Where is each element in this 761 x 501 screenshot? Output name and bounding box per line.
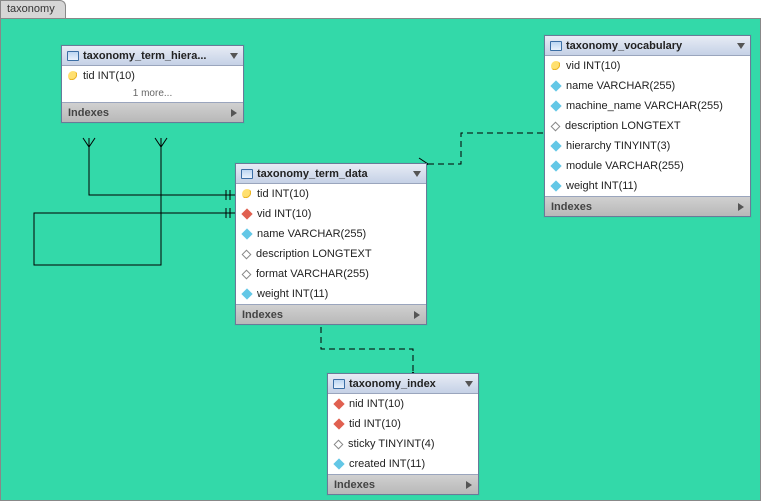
indexes-section[interactable]: Indexes bbox=[236, 304, 426, 324]
column-row[interactable]: name VARCHAR(255) bbox=[236, 224, 426, 244]
column-label: created INT(11) bbox=[349, 458, 425, 470]
index-icon bbox=[241, 208, 252, 219]
column-label: hierarchy TINYINT(3) bbox=[566, 140, 670, 152]
field-icon bbox=[550, 160, 561, 171]
column-row[interactable]: hierarchy TINYINT(3) bbox=[545, 136, 750, 156]
table-icon bbox=[333, 379, 345, 389]
column-row[interactable]: description LONGTEXT bbox=[545, 116, 750, 136]
column-row[interactable]: created INT(11) bbox=[328, 454, 478, 474]
indexes-label: Indexes bbox=[242, 309, 283, 321]
column-row[interactable]: vid INT(10) bbox=[545, 56, 750, 76]
column-label: name VARCHAR(255) bbox=[257, 228, 366, 240]
collapse-icon[interactable] bbox=[230, 53, 238, 59]
column-label: description LONGTEXT bbox=[565, 120, 681, 132]
field-icon bbox=[333, 458, 344, 469]
column-row[interactable]: vid INT(10) bbox=[236, 204, 426, 224]
indexes-section[interactable]: Indexes bbox=[545, 196, 750, 216]
column-row[interactable]: weight INT(11) bbox=[545, 176, 750, 196]
indexes-label: Indexes bbox=[334, 479, 375, 491]
column-row[interactable]: sticky TINYINT(4) bbox=[328, 434, 478, 454]
diagram-panel[interactable]: taxonomy_term_hiera...tid INT(10) 1 more.… bbox=[0, 18, 761, 501]
nullable-icon bbox=[551, 121, 561, 131]
nullable-icon bbox=[242, 249, 252, 259]
indexes-label: Indexes bbox=[551, 201, 592, 213]
column-row[interactable]: format VARCHAR(255) bbox=[236, 264, 426, 284]
key-icon bbox=[242, 189, 252, 199]
diagram-canvas: taxonomy taxonomy_term_hiera...tid INT(1… bbox=[0, 0, 761, 501]
index-icon bbox=[333, 398, 344, 409]
key-icon bbox=[68, 71, 78, 81]
schema-tab[interactable]: taxonomy bbox=[0, 0, 66, 18]
field-icon bbox=[550, 80, 561, 91]
column-label: nid INT(10) bbox=[349, 398, 404, 410]
schema-tab-label: taxonomy bbox=[7, 3, 55, 15]
column-label: weight INT(11) bbox=[257, 288, 328, 300]
expand-icon[interactable] bbox=[231, 109, 237, 117]
entity-title: taxonomy_term_hiera... bbox=[83, 50, 226, 62]
column-row[interactable]: name VARCHAR(255) bbox=[545, 76, 750, 96]
column-label: module VARCHAR(255) bbox=[566, 160, 684, 172]
expand-icon[interactable] bbox=[466, 481, 472, 489]
entity-title: taxonomy_vocabulary bbox=[566, 40, 733, 52]
column-label: name VARCHAR(255) bbox=[566, 80, 675, 92]
column-row[interactable]: nid INT(10) bbox=[328, 394, 478, 414]
column-label: vid INT(10) bbox=[566, 60, 620, 72]
expand-icon[interactable] bbox=[414, 311, 420, 319]
field-icon bbox=[550, 140, 561, 151]
collapse-icon[interactable] bbox=[737, 43, 745, 49]
column-label: weight INT(11) bbox=[566, 180, 637, 192]
field-icon bbox=[550, 180, 561, 191]
column-label: tid INT(10) bbox=[257, 188, 309, 200]
column-label: description LONGTEXT bbox=[256, 248, 372, 260]
nullable-icon bbox=[242, 269, 252, 279]
column-row[interactable]: tid INT(10) bbox=[62, 66, 243, 86]
field-icon bbox=[241, 288, 252, 299]
collapse-icon[interactable] bbox=[413, 171, 421, 177]
nullable-icon bbox=[334, 439, 344, 449]
entity-header[interactable]: taxonomy_term_data bbox=[236, 164, 426, 184]
column-label: sticky TINYINT(4) bbox=[348, 438, 435, 450]
column-label: vid INT(10) bbox=[257, 208, 311, 220]
entity-index[interactable]: taxonomy_indexnid INT(10) tid INT(10) stic… bbox=[327, 373, 479, 495]
expand-icon[interactable] bbox=[738, 203, 744, 211]
column-row[interactable]: description LONGTEXT bbox=[236, 244, 426, 264]
collapse-icon[interactable] bbox=[465, 381, 473, 387]
field-icon bbox=[550, 100, 561, 111]
entity-vocabulary[interactable]: taxonomy_vocabularyvid INT(10) name VARCH… bbox=[544, 35, 751, 217]
entity-header[interactable]: taxonomy_index bbox=[328, 374, 478, 394]
entity-title: taxonomy_term_data bbox=[257, 168, 409, 180]
column-label: tid INT(10) bbox=[349, 418, 401, 430]
column-row[interactable]: tid INT(10) bbox=[236, 184, 426, 204]
table-icon bbox=[550, 41, 562, 51]
indexes-section[interactable]: Indexes bbox=[62, 102, 243, 122]
column-row[interactable]: tid INT(10) bbox=[328, 414, 478, 434]
entity-term_data[interactable]: taxonomy_term_datatid INT(10) vid INT(10)… bbox=[235, 163, 427, 325]
key-icon bbox=[551, 61, 561, 71]
column-row[interactable]: machine_name VARCHAR(255) bbox=[545, 96, 750, 116]
field-icon bbox=[241, 228, 252, 239]
entity-hierarchy[interactable]: taxonomy_term_hiera...tid INT(10) 1 more.… bbox=[61, 45, 244, 123]
column-label: format VARCHAR(255) bbox=[256, 268, 369, 280]
more-columns[interactable]: 1 more... bbox=[62, 86, 243, 102]
table-icon bbox=[241, 169, 253, 179]
table-icon bbox=[67, 51, 79, 61]
column-row[interactable]: module VARCHAR(255) bbox=[545, 156, 750, 176]
column-label: machine_name VARCHAR(255) bbox=[566, 100, 723, 112]
indexes-section[interactable]: Indexes bbox=[328, 474, 478, 494]
column-row[interactable]: weight INT(11) bbox=[236, 284, 426, 304]
entity-title: taxonomy_index bbox=[349, 378, 461, 390]
indexes-label: Indexes bbox=[68, 107, 109, 119]
index-icon bbox=[333, 418, 344, 429]
column-label: tid INT(10) bbox=[83, 70, 135, 82]
entity-header[interactable]: taxonomy_vocabulary bbox=[545, 36, 750, 56]
entity-header[interactable]: taxonomy_term_hiera... bbox=[62, 46, 243, 66]
